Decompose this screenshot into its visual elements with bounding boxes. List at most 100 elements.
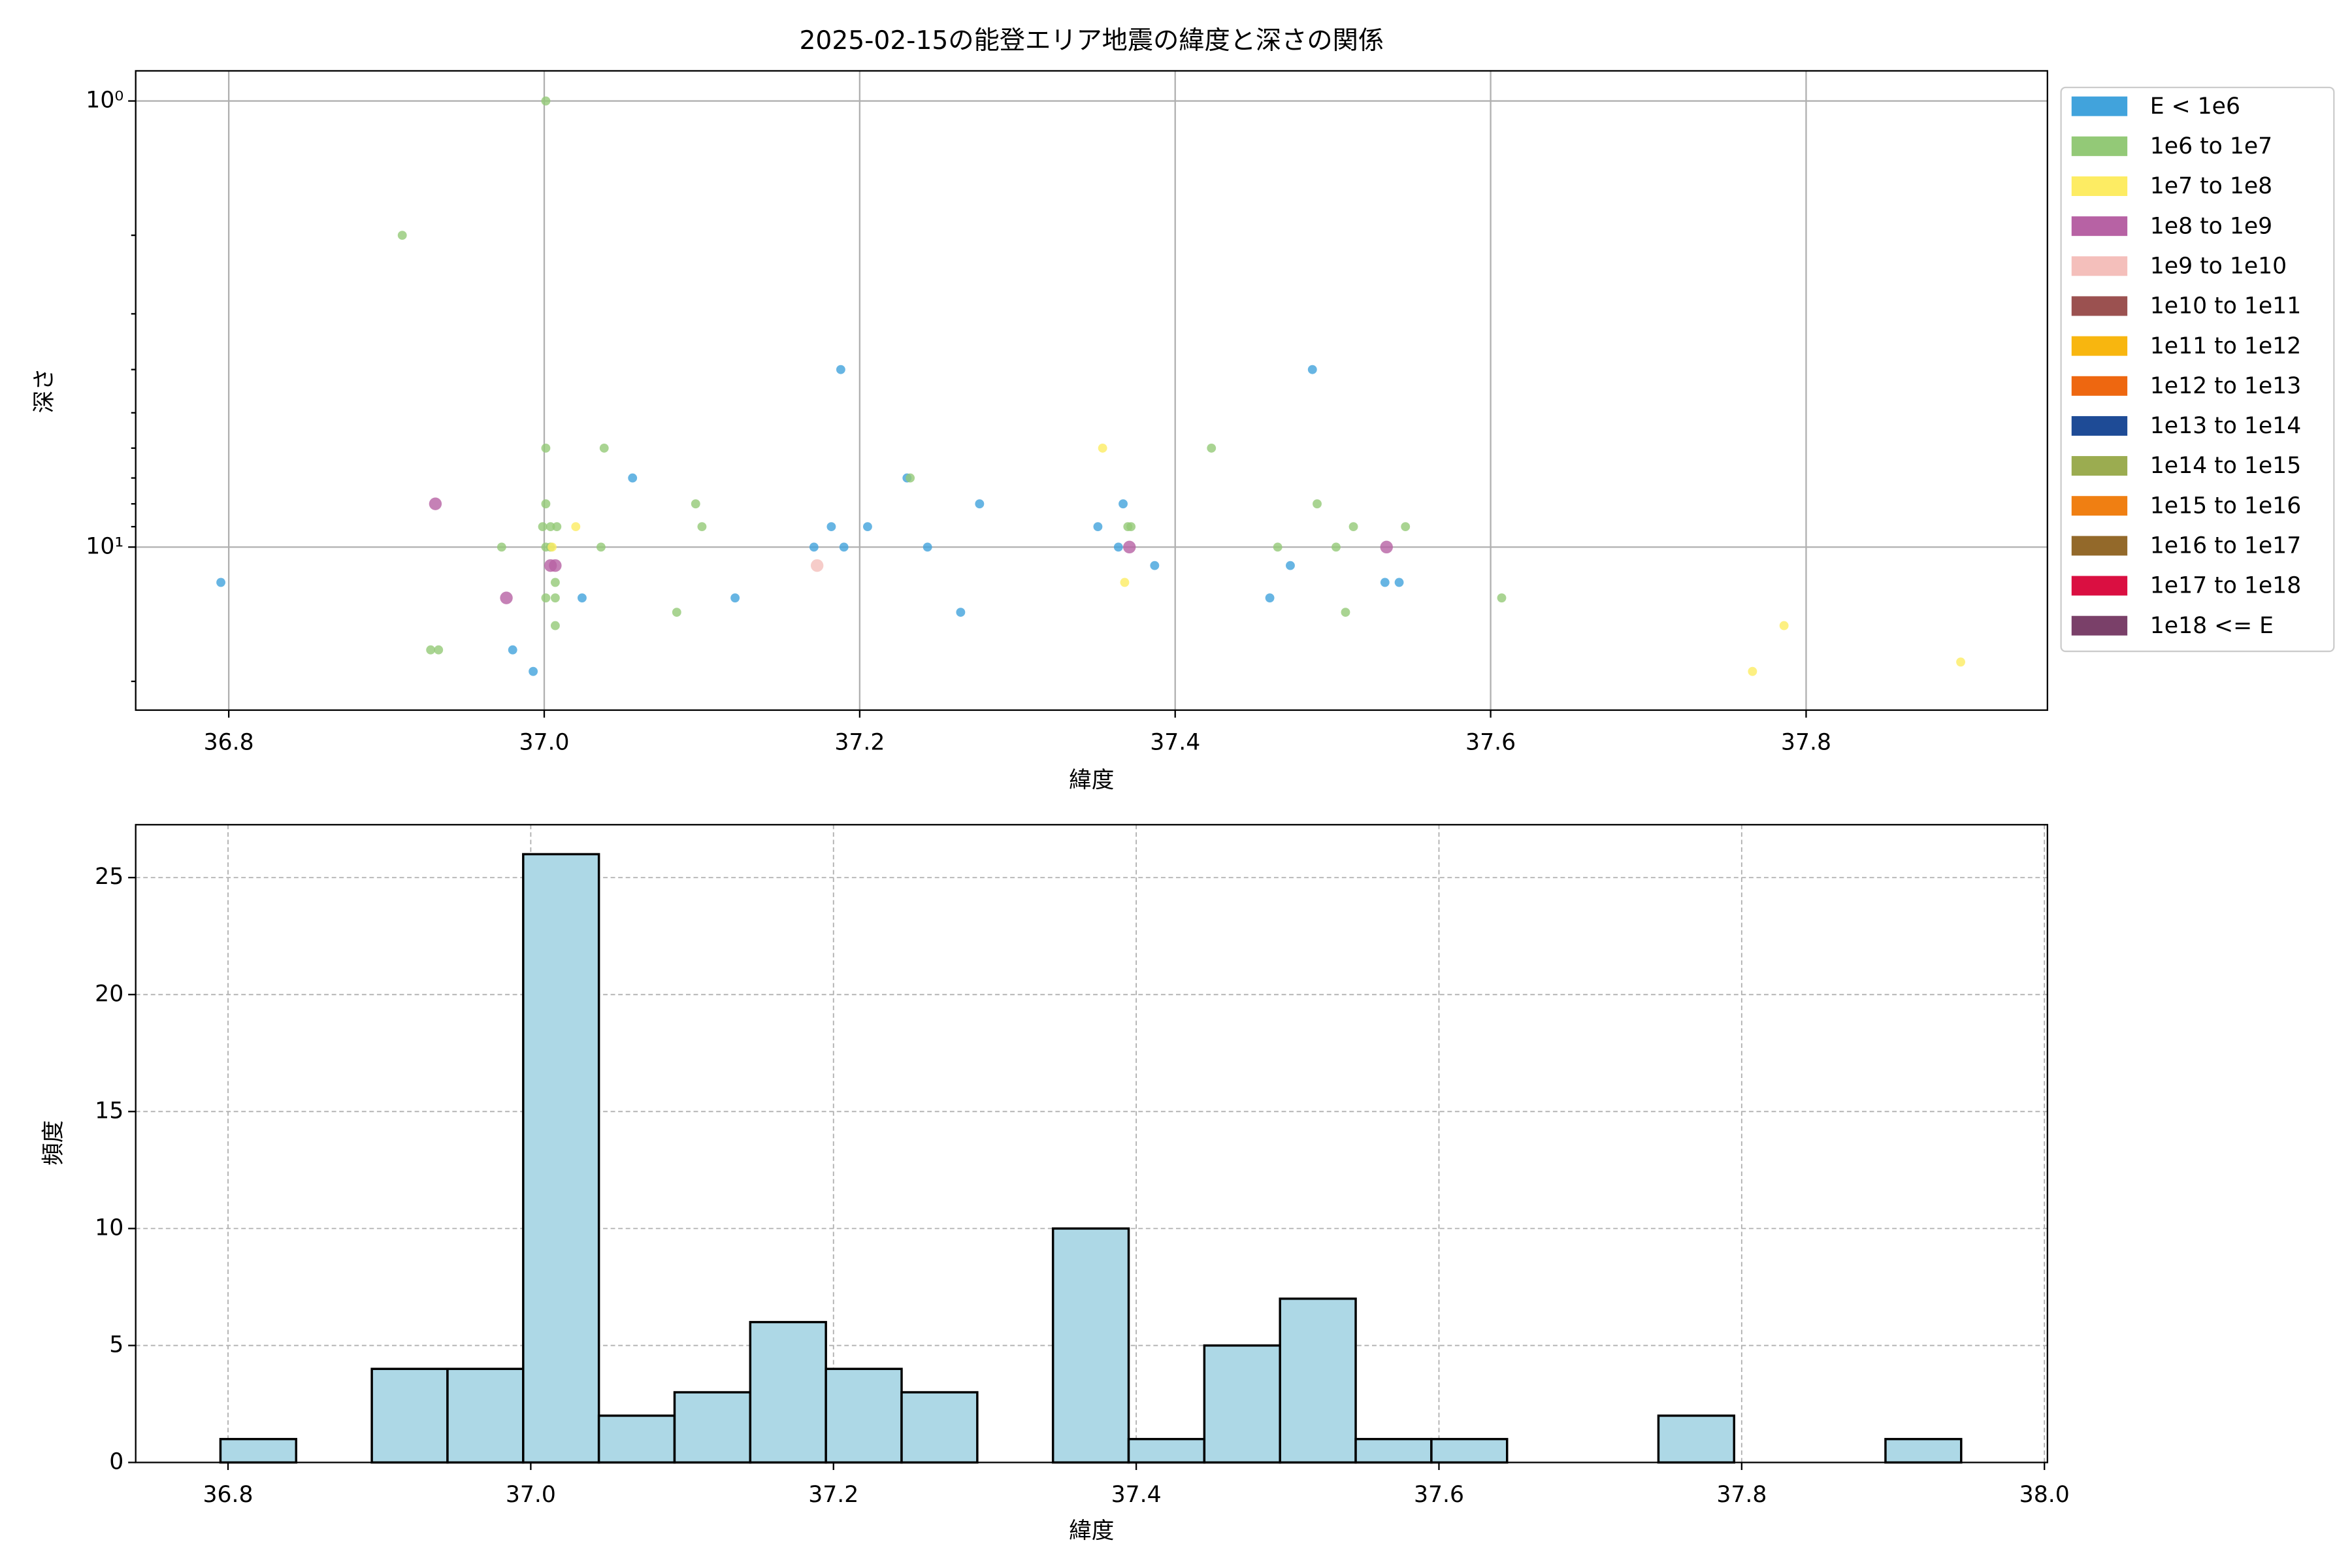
legend-label: 1e14 to 1e15: [2150, 453, 2301, 479]
scatter-point: [508, 645, 517, 655]
x-tick-label: 37.4: [1150, 730, 1200, 756]
scatter-point: [429, 497, 442, 510]
legend-label: 1e13 to 1e14: [2150, 413, 2301, 439]
scatter-point: [541, 443, 551, 453]
scatter-point: [1123, 540, 1136, 554]
scatter-point: [1331, 542, 1341, 552]
legend-swatch: [2071, 615, 2128, 636]
y-axis-label: 深さ: [31, 368, 57, 413]
scatter-point: [546, 522, 555, 532]
legend-label: 1e12 to 1e13: [2150, 373, 2301, 399]
histogram-bar: [522, 853, 600, 1464]
x-tick-label: 37.8: [1716, 1482, 1767, 1508]
scatter-point: [434, 645, 444, 655]
scatter-point: [550, 621, 560, 630]
scatter-point: [541, 96, 551, 106]
histogram-bar: [1051, 1227, 1130, 1464]
y-tick-label: 5: [109, 1331, 123, 1358]
scatter-point: [541, 593, 551, 603]
scatter-point: [691, 499, 700, 509]
legend-swatch: [2071, 136, 2128, 156]
scatter-point: [1779, 621, 1789, 630]
histogram-bar: [1884, 1437, 1963, 1464]
legend-swatch: [2071, 216, 2128, 237]
histogram-bar: [597, 1414, 676, 1464]
histogram-bar: [749, 1320, 827, 1464]
scatter-point: [1150, 561, 1160, 570]
legend-label: 1e10 to 1e11: [2150, 293, 2301, 319]
scatter-point: [975, 499, 985, 509]
legend-box: [2060, 86, 2335, 653]
histogram-bar: [219, 1437, 298, 1464]
histogram-bar: [1203, 1344, 1281, 1464]
legend-label: 1e11 to 1e12: [2150, 333, 2301, 359]
legend-swatch: [2071, 376, 2128, 396]
legend-swatch: [2071, 576, 2128, 596]
legend-label: 1e15 to 1e16: [2150, 493, 2301, 519]
y-tick-label: 0: [109, 1448, 123, 1475]
scatter-point: [1119, 499, 1128, 509]
scatter-point: [550, 593, 560, 603]
legend-label: 1e16 to 1e17: [2150, 533, 2301, 559]
scatter-point: [500, 591, 513, 604]
axes-frame: [135, 70, 2048, 711]
scatter-point: [810, 559, 824, 572]
scatter-point: [1098, 443, 1107, 453]
scatter-point: [397, 231, 407, 240]
scatter-point: [1497, 593, 1507, 603]
scatter-point: [599, 443, 609, 453]
y-tick-label: 10⁰: [86, 88, 123, 114]
scatter-point: [839, 542, 849, 552]
legend-label: 1e6 to 1e7: [2150, 133, 2272, 159]
scatter-point: [628, 473, 638, 483]
scatter-point: [1207, 443, 1217, 453]
y-tick-label: 20: [95, 981, 123, 1007]
scatter-point: [529, 666, 538, 676]
x-tick-label: 38.0: [2019, 1482, 2070, 1508]
scatter-point: [1126, 522, 1136, 532]
legend-swatch: [2071, 296, 2128, 316]
x-tick-label: 37.4: [1111, 1482, 1162, 1508]
histogram-bar: [1354, 1437, 1433, 1464]
scatter-point: [826, 522, 836, 532]
scatter-point: [672, 608, 681, 617]
legend-swatch: [2071, 176, 2128, 196]
y-tick-label: 25: [95, 864, 123, 890]
scatter-point: [1956, 657, 1965, 667]
x-axis-label: 緯度: [1069, 767, 1114, 793]
x-tick-label: 37.8: [1781, 730, 1831, 756]
scatter-point: [923, 542, 932, 552]
scatter-point: [578, 593, 587, 603]
scatter-point: [216, 578, 225, 587]
histogram-bar: [1279, 1298, 1357, 1464]
histogram-bar: [900, 1391, 979, 1464]
scatter-point: [863, 522, 872, 532]
x-tick-label: 37.2: [834, 730, 885, 756]
scatter-point: [1273, 542, 1282, 552]
scatter-point: [906, 473, 915, 483]
scatter-point: [809, 542, 819, 552]
scatter-point: [1093, 522, 1103, 532]
legend-swatch: [2071, 536, 2128, 556]
scatter-point: [1394, 578, 1404, 587]
scatter-point: [541, 499, 551, 509]
legend-label: 1e7 to 1e8: [2150, 173, 2272, 199]
histogram-bar: [1430, 1437, 1509, 1464]
scatter-point: [550, 578, 560, 587]
histogram-bar: [673, 1391, 752, 1464]
scatter-point: [1348, 522, 1358, 532]
histogram-bar: [1657, 1414, 1735, 1464]
x-axis-label: 緯度: [1069, 1518, 1114, 1544]
scatter-point: [538, 522, 547, 532]
scatter-point: [1120, 578, 1130, 587]
scatter-point: [1341, 608, 1350, 617]
histogram-bar: [446, 1367, 525, 1464]
legend-label: 1e17 to 1e18: [2150, 573, 2301, 599]
scatter-point: [571, 522, 581, 532]
x-tick-label: 37.6: [1414, 1482, 1464, 1508]
scatter-point: [426, 645, 436, 655]
scatter-point: [1113, 542, 1123, 552]
scatter-point: [1286, 561, 1295, 570]
scatter-point: [1265, 593, 1275, 603]
scatter-point: [547, 542, 557, 552]
